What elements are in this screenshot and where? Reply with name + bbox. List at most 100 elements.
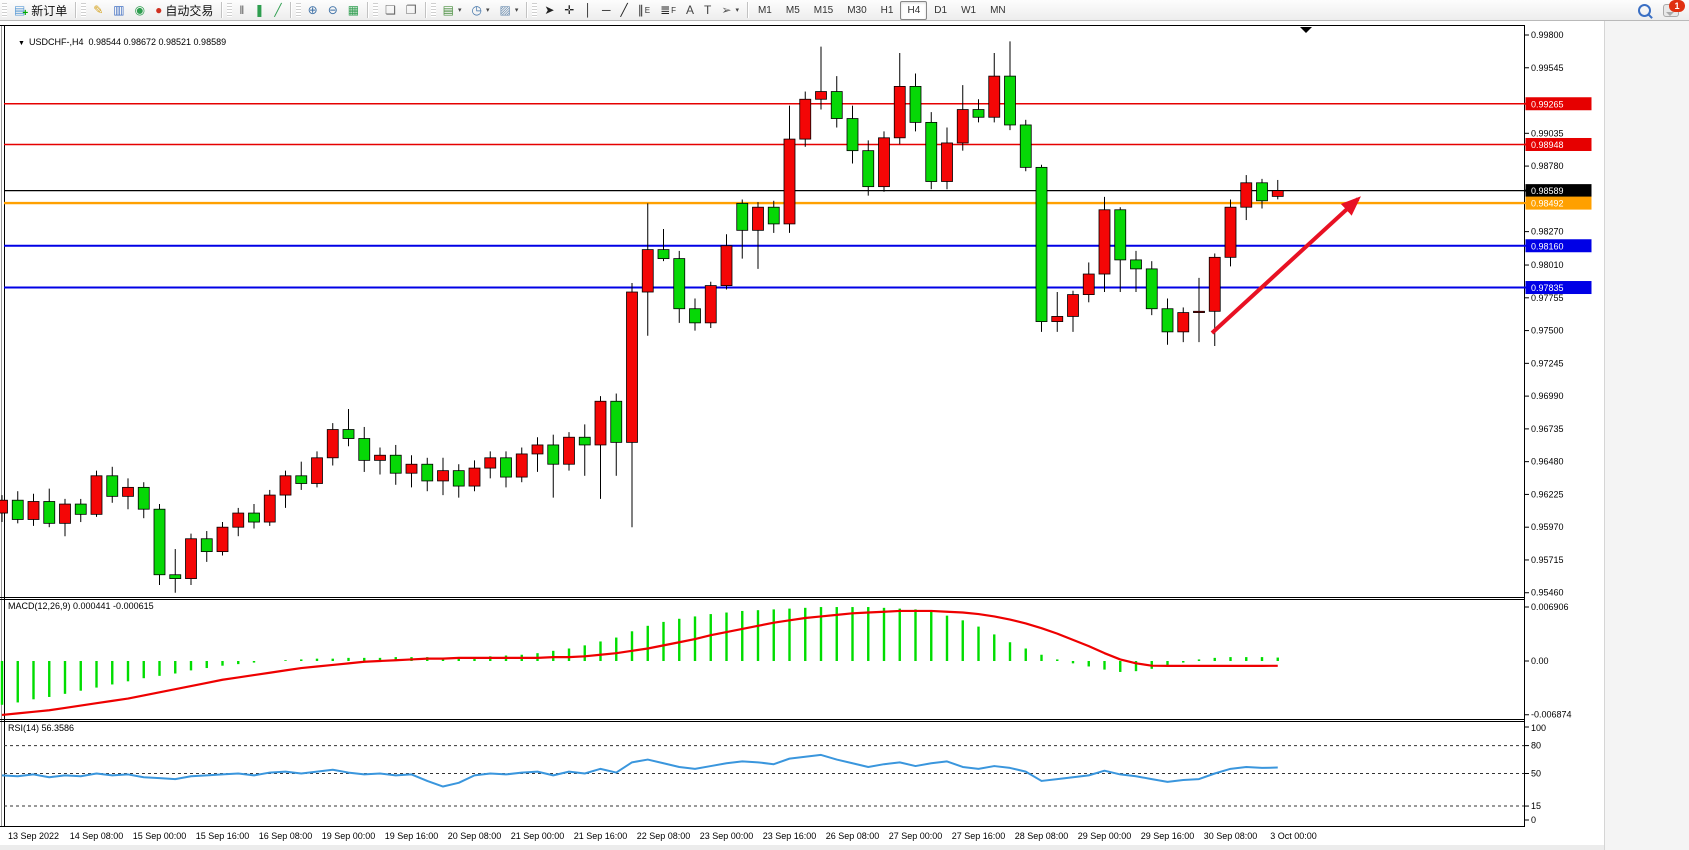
- price-badge-label: 0.99265: [1531, 99, 1564, 109]
- candle: [342, 429, 355, 439]
- candle: [248, 512, 260, 523]
- timeframe-button-h1[interactable]: H1: [880, 4, 894, 16]
- styler-button[interactable]: ✎: [88, 0, 108, 20]
- rsi-panel: 100 80 50 15 0: [1, 723, 1546, 825]
- candle: [878, 137, 890, 188]
- tile-windows-button[interactable]: ▦: [343, 0, 364, 20]
- candle: [1082, 273, 1095, 295]
- timeframe-button-m1[interactable]: M1: [757, 4, 772, 16]
- text-label-button[interactable]: T: [699, 0, 716, 20]
- crosshair-button[interactable]: ✛: [559, 0, 579, 20]
- timeframe-button-m15[interactable]: M15: [813, 4, 834, 16]
- timeframe-button-mn[interactable]: MN: [990, 4, 1006, 16]
- candle: [1035, 166, 1048, 322]
- cascade-windows-icon: ❏: [385, 3, 396, 17]
- vertical-line-button[interactable]: │: [579, 0, 597, 20]
- candle: [1161, 308, 1174, 333]
- cascade-windows-button[interactable]: ❏: [380, 0, 401, 20]
- toolbar-grip: [373, 3, 379, 17]
- candle: [673, 258, 686, 310]
- toolbar: ▤ + 新订单 ✎ ▥ ◉ ● 自动交易 ‖ ❚ ╱ ⊕ ⊖ ▦ ❏ ❐ ▤ ▾ ◷ ▾ ▨ ▾ ➤ ✛ │ ─ ╱ ∥ E ≣ F A T ➢ ▾…: [0, 0, 1689, 21]
- candle: [626, 291, 638, 443]
- date-tick-label: 21 Sep 00:00: [511, 831, 565, 841]
- timeframe-button-h4[interactable]: H4: [900, 0, 928, 20]
- fibonacci-icon: ≣: [660, 3, 671, 17]
- fibonacci-button[interactable]: ≣ F: [655, 0, 681, 20]
- template-button[interactable]: ▨ ▾: [494, 0, 523, 20]
- tile-windows-icon: ▦: [347, 3, 360, 17]
- date-tick-label: 27 Sep 00:00: [889, 831, 943, 841]
- candle: [1051, 316, 1064, 322]
- line-chart-button[interactable]: ╱: [269, 0, 286, 20]
- candle: [295, 475, 308, 484]
- notifications-icon[interactable]: 1: [1663, 0, 1685, 17]
- date-tick-label: 15 Sep 00:00: [133, 831, 187, 841]
- icon-sub-letter: E: [644, 5, 651, 15]
- date-tick-label: 19 Sep 16:00: [385, 831, 439, 841]
- chart-shift-marker[interactable]: [1300, 27, 1312, 33]
- candle: [200, 538, 213, 553]
- candle: [988, 75, 1001, 118]
- time-axis[interactable]: 13 Sep 2022 14 Sep 08:00 15 Sep 00:00 15 Se…: [8, 831, 1317, 841]
- timeframe-button-m5[interactable]: M5: [785, 4, 800, 16]
- horizontal-line-button[interactable]: ─: [597, 0, 616, 20]
- cursor-button[interactable]: ➤: [539, 0, 559, 20]
- market-watch-button[interactable]: ▥: [108, 0, 129, 20]
- candle: [153, 508, 166, 576]
- chevron-down-icon: ▾: [514, 7, 519, 14]
- candle: [405, 463, 418, 474]
- timeframe-button-w1[interactable]: W1: [961, 4, 977, 16]
- date-tick-label: 16 Sep 08:00: [259, 831, 313, 841]
- shapes-button[interactable]: ➢ ▾: [716, 0, 744, 20]
- candle: [1067, 294, 1079, 317]
- chevron-down-icon: ▾: [485, 7, 490, 14]
- candle: [657, 249, 670, 260]
- zoom-out-button[interactable]: ⊖: [323, 0, 343, 20]
- new-order-button[interactable]: ▤ + 新订单: [9, 0, 72, 20]
- timeframe-button-d1[interactable]: D1: [934, 4, 948, 16]
- candle: [1130, 259, 1142, 270]
- candle: [547, 444, 560, 465]
- candle: [925, 121, 938, 182]
- price-tick-label: 0.95715: [1531, 555, 1564, 565]
- date-tick-label: 30 Sep 08:00: [1204, 831, 1258, 841]
- new-chart-button[interactable]: ▤ ▾: [438, 0, 467, 20]
- horizontal-line-icon: ─: [601, 3, 611, 17]
- zoom-in-button[interactable]: ⊕: [303, 0, 323, 20]
- shapes-icon: ➢: [721, 3, 732, 17]
- timeframe-button-m30[interactable]: M30: [847, 4, 867, 16]
- period-clock-button[interactable]: ◷ ▾: [466, 0, 494, 20]
- price-badge-label: 0.98160: [1531, 241, 1564, 251]
- search-icon[interactable]: [1638, 3, 1651, 17]
- price-badge-label: 0.97835: [1531, 283, 1564, 293]
- candle: [515, 453, 528, 478]
- rsi-tick-label: 50: [1531, 769, 1541, 779]
- rsi-tick-label: 0: [1531, 815, 1536, 825]
- candle: [799, 98, 812, 140]
- arrange-windows-icon: ❐: [405, 3, 417, 17]
- date-tick-label: 29 Sep 16:00: [1141, 831, 1195, 841]
- signals-button[interactable]: ◉: [130, 0, 150, 20]
- bar-chart-button[interactable]: ‖: [234, 0, 249, 20]
- crosshair-icon: ✛: [564, 3, 575, 17]
- trend-arrow[interactable]: [1210, 196, 1361, 335]
- candle: [137, 486, 150, 510]
- chart-dropdown-icon[interactable]: ▼: [18, 40, 25, 47]
- trendline-button[interactable]: ╱: [615, 0, 632, 20]
- candle: [972, 109, 985, 118]
- candle: [27, 501, 40, 520]
- channel-button[interactable]: ∥ E: [633, 0, 655, 20]
- candle: [1098, 209, 1111, 275]
- line-chart-icon: ╱: [274, 3, 282, 17]
- arrange-windows-button[interactable]: ❐: [401, 0, 422, 20]
- candle: [909, 86, 922, 123]
- market-watch-icon: ▥: [113, 3, 125, 17]
- price-axis[interactable]: 0.99800 0.99545 0.99035 0.98780 0.98270 0.980…: [1524, 30, 1564, 598]
- horizontal-lines[interactable]: [4, 103, 1524, 289]
- candle: [374, 454, 386, 461]
- candle-chart-button[interactable]: ❚: [249, 0, 269, 20]
- autotrade-button[interactable]: ● 自动交易: [150, 0, 218, 20]
- text-button[interactable]: A: [681, 0, 699, 20]
- candle: [941, 142, 953, 182]
